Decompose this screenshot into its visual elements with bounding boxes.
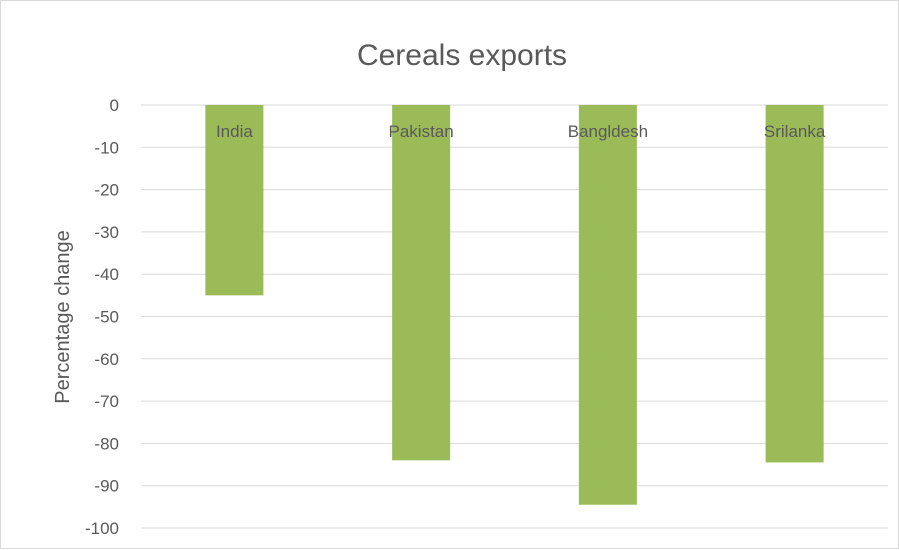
y-tick-label: -20 (94, 181, 119, 200)
y-tick-label: -40 (94, 265, 119, 284)
chart-title: Cereals exports (357, 39, 567, 72)
y-tick-label: -100 (85, 519, 119, 538)
bar-bangldesh (579, 105, 637, 505)
bar-srilanka (766, 105, 824, 462)
category-label-bangldesh: Bangldesh (568, 122, 648, 141)
y-tick-label: -90 (94, 477, 119, 496)
y-tick-label: -50 (94, 308, 119, 327)
category-label-srilanka: Srilanka (764, 122, 826, 141)
category-label-pakistan: Pakistan (389, 122, 454, 141)
y-tick-label: -30 (94, 223, 119, 242)
y-axis-title: Percentage change (52, 230, 74, 403)
y-tick-label: 0 (110, 96, 119, 115)
y-tick-label: -70 (94, 392, 119, 411)
bars (205, 105, 823, 505)
bar-pakistan (392, 105, 450, 460)
y-tick-label: -60 (94, 350, 119, 369)
category-labels: India Pakistan Bangldesh Srilanka (216, 122, 826, 141)
y-tick-label: -80 (94, 434, 119, 453)
category-label-india: India (216, 122, 253, 141)
y-tick-label: -10 (94, 138, 119, 157)
y-axis-ticks: 0 -10 -20 -30 -40 -50 -60 -70 -80 -90 -100 (85, 96, 119, 538)
